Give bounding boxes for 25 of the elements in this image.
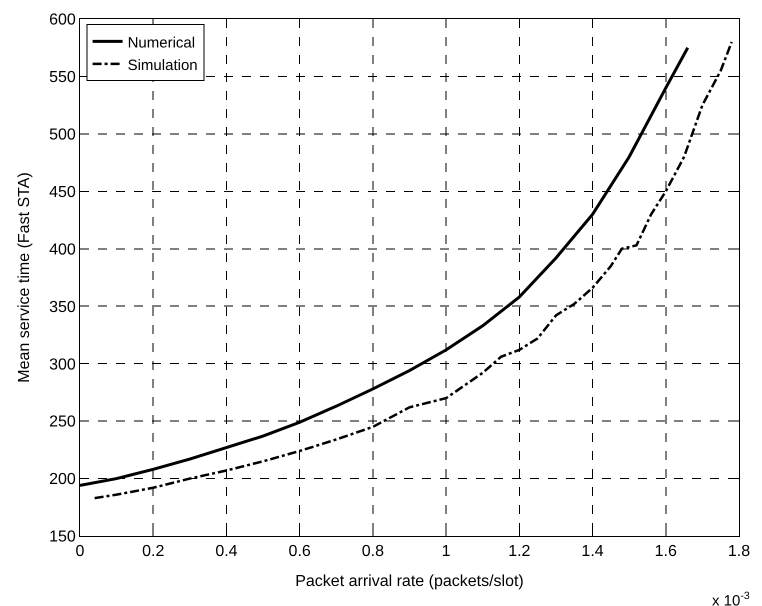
x-tick-label: 1.6	[654, 543, 677, 560]
y-tick-label: 350	[49, 298, 76, 316]
x-tick-label: 1.2	[508, 543, 531, 560]
text: x 10$^{-3}$	[712, 590, 750, 606]
y-tick-label: 150	[49, 528, 76, 546]
y-tick-label: 600	[49, 12, 76, 29]
y-tick-label: 200	[49, 471, 76, 488]
y-tick-label: 250	[49, 414, 76, 431]
x-tick-label: 1.4	[581, 543, 604, 560]
x-tick-label: 0.8	[362, 543, 384, 560]
x-tick-label: 0.4	[215, 543, 238, 560]
x-axis-title: Packet arrival rate (packets/slot)	[295, 572, 524, 590]
y-tick-label: 300	[49, 356, 76, 374]
y-axis-title: Mean service time (Fast STA)	[16, 172, 33, 383]
x-tick-label: 1	[442, 543, 451, 560]
y-tick-label: 500	[49, 126, 76, 144]
x-tick-label: 1.8	[728, 543, 750, 560]
x-tick-label: 0.6	[288, 543, 311, 560]
legend-label: Simulation	[128, 56, 198, 74]
y-tick-label: 550	[49, 69, 76, 86]
x-tick-label: 0	[76, 543, 85, 560]
y-tick-label: 450	[49, 184, 76, 201]
legend-label: Numerical	[128, 34, 196, 52]
x-tick-label: 0.2	[142, 543, 164, 560]
y-tick-label: 400	[49, 241, 76, 258]
